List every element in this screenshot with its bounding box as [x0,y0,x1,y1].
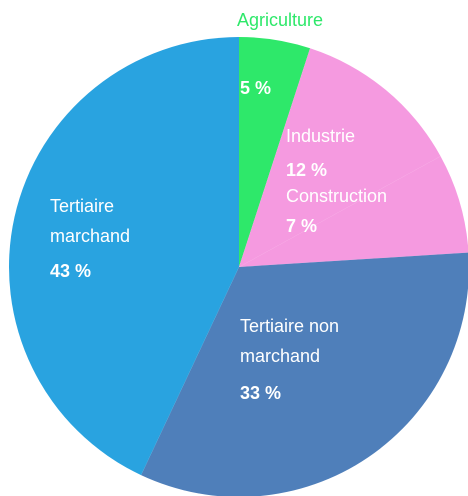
value-label: 12 % [286,160,327,180]
pie-slice [239,156,468,267]
pie-slice [9,37,240,476]
value-label: 7 % [286,216,317,236]
slice-label: Tertiaire non marchand [240,316,344,366]
pie-slice [141,252,468,496]
value-label: 33 % [240,383,281,403]
slice-label: Industrie [286,126,355,146]
pie-slice [239,37,311,267]
pie-slice [239,48,441,267]
value-label: 43 % [50,261,91,281]
slice-label: Tertiaire marchand [50,196,130,246]
value-label: 5 % [240,78,271,98]
slice-label: Agriculture [237,10,323,30]
slice-label: Construction [286,186,387,206]
